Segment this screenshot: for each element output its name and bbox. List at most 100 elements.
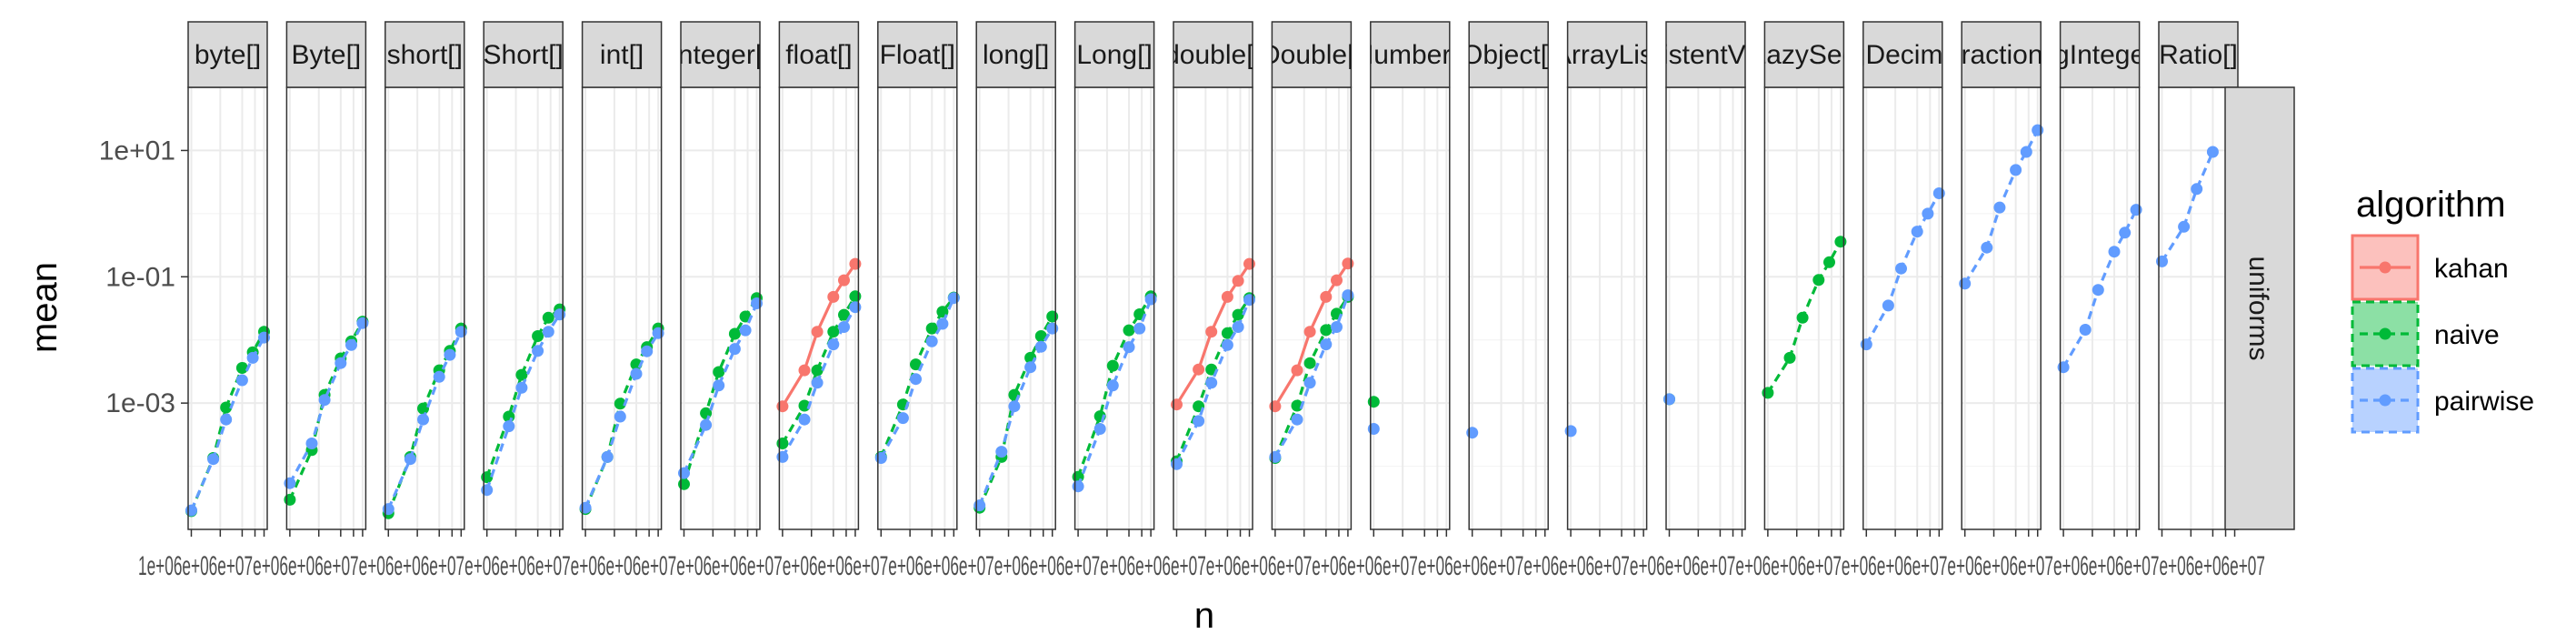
panel-background xyxy=(286,87,366,529)
facet-title: Ratio[] xyxy=(2159,40,2238,70)
facet-panel: Byte[] xyxy=(284,21,369,537)
data-point-naive xyxy=(235,362,248,374)
data-point-naive xyxy=(417,402,429,415)
data-point-naive xyxy=(1232,308,1244,321)
legend-point xyxy=(2379,394,2391,407)
panel-background xyxy=(1074,87,1154,529)
facet-panel: Object[] xyxy=(1466,21,1549,537)
panel-background xyxy=(1666,87,1745,529)
panel-background xyxy=(188,87,267,529)
y-tick-label: 1e-03 xyxy=(105,388,175,418)
facet-strip xyxy=(1862,21,1943,88)
facet-strip xyxy=(1073,21,1155,88)
data-point-pairwise xyxy=(700,418,713,431)
data-point-pairwise xyxy=(849,301,862,314)
data-point-pairwise xyxy=(220,413,233,426)
data-point-naive xyxy=(1834,236,1847,248)
data-point-pairwise xyxy=(1221,338,1233,351)
panel-background xyxy=(779,87,859,529)
facet-strip xyxy=(1271,21,1353,88)
data-point-pairwise xyxy=(1367,423,1380,435)
row-strip: uniforms xyxy=(2224,86,2295,530)
data-point-pairwise xyxy=(947,292,960,305)
facet-panel: Double[] xyxy=(1261,21,1363,537)
data-point-pairwise xyxy=(345,338,357,351)
facet-title: int[] xyxy=(600,40,644,70)
data-point-pairwise xyxy=(1860,338,1872,351)
facet-strip xyxy=(187,21,268,88)
data-point-pairwise xyxy=(1320,338,1333,351)
data-point-pairwise xyxy=(246,351,259,364)
data-point-kahan xyxy=(1205,326,1218,338)
data-point-kahan xyxy=(1331,274,1343,287)
legend-key-naive: naive xyxy=(2351,300,2500,367)
facet-strip xyxy=(1961,21,2042,88)
data-point-pairwise xyxy=(1993,201,2006,214)
legend-point xyxy=(2379,327,2391,340)
facet-title: Number[] xyxy=(1354,40,1466,70)
data-point-pairwise xyxy=(1564,425,1577,438)
data-point-naive xyxy=(776,438,789,449)
facet-strip xyxy=(975,21,1056,88)
data-point-pairwise xyxy=(910,373,922,386)
data-point-pairwise xyxy=(630,367,643,380)
data-point-pairwise xyxy=(713,379,725,392)
data-point-pairwise xyxy=(1024,361,1037,374)
series-line-naive xyxy=(485,307,561,478)
data-point-kahan xyxy=(1232,275,1244,287)
facet-title: byte[] xyxy=(195,40,261,70)
data-point-pairwise xyxy=(1144,293,1157,306)
y-tick-label: 1e+01 xyxy=(99,136,175,166)
data-point-naive xyxy=(1823,256,1835,268)
legend: algorithm kahan naive pairwise xyxy=(2351,185,2534,434)
data-point-naive xyxy=(1796,311,1809,324)
data-point-naive xyxy=(827,326,840,338)
data-point-pairwise xyxy=(2079,324,2092,336)
data-point-pairwise xyxy=(433,370,445,383)
series-line-pairwise xyxy=(978,327,1054,507)
data-point-naive xyxy=(614,397,626,410)
facet-title: Long[] xyxy=(1076,40,1152,70)
data-point-pairwise xyxy=(798,413,811,426)
data-point-pairwise xyxy=(235,374,248,387)
facet-strip xyxy=(1665,21,1746,88)
data-point-naive xyxy=(1123,324,1135,337)
facet-strip xyxy=(483,21,564,88)
panel-background xyxy=(484,87,564,529)
data-point-pairwise xyxy=(1959,277,1972,290)
legend-point xyxy=(2379,261,2391,274)
data-point-pairwise xyxy=(356,317,369,329)
data-point-kahan xyxy=(838,274,850,287)
data-point-pairwise xyxy=(1123,341,1135,354)
data-point-pairwise xyxy=(1205,377,1218,389)
data-point-pairwise xyxy=(995,446,1008,458)
data-point-pairwise xyxy=(1466,427,1479,439)
data-point-pairwise xyxy=(739,324,752,337)
row-strip-label: uniforms xyxy=(2243,256,2273,360)
data-point-naive xyxy=(1303,357,1316,369)
data-point-pairwise xyxy=(2020,146,2032,158)
facet-title: double[] xyxy=(1164,40,1262,70)
legend-key-kahan: kahan xyxy=(2351,234,2509,301)
data-point-pairwise xyxy=(554,308,566,321)
data-point-kahan xyxy=(1291,364,1303,377)
data-point-pairwise xyxy=(444,348,456,361)
facet-title: Double[] xyxy=(1261,40,1363,70)
facet-title: Short[] xyxy=(484,40,564,70)
facet-panel: Number[] xyxy=(1354,21,1466,537)
facet-title: PersistentVector xyxy=(1606,40,1804,70)
facet-panels: byte[] Byte[] short[] Short[] int[] Integer[]… xyxy=(185,21,2239,537)
facet-panel: Long[] xyxy=(1072,21,1157,537)
facet-title: ArrayList xyxy=(1553,40,1662,70)
data-point-kahan xyxy=(798,364,811,377)
data-point-pairwise xyxy=(925,335,938,347)
facet-strip xyxy=(384,21,465,88)
series-line-pairwise xyxy=(683,302,758,474)
data-point-pairwise xyxy=(1093,423,1106,435)
data-point-naive xyxy=(678,478,690,490)
facet-strip xyxy=(285,21,367,88)
legend-label: pairwise xyxy=(2434,387,2534,417)
data-point-pairwise xyxy=(1342,289,1354,302)
data-point-pairwise xyxy=(2191,183,2203,196)
data-point-naive xyxy=(1221,327,1233,339)
